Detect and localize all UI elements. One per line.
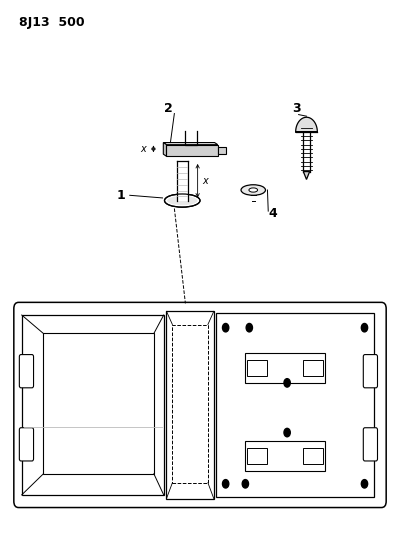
FancyBboxPatch shape [19, 354, 34, 388]
Circle shape [246, 324, 252, 332]
FancyBboxPatch shape [363, 428, 378, 461]
Bar [177, 161, 188, 200]
Polygon shape [163, 142, 218, 144]
Ellipse shape [249, 188, 258, 192]
Circle shape [222, 324, 229, 332]
Bar [245, 353, 325, 383]
Circle shape [284, 378, 290, 387]
Ellipse shape [241, 185, 266, 195]
Bar [245, 441, 325, 471]
Bar [247, 360, 267, 376]
FancyBboxPatch shape [19, 428, 34, 461]
Circle shape [242, 480, 248, 488]
Bar [44, 334, 154, 474]
Text: x: x [202, 176, 208, 186]
Circle shape [222, 480, 229, 488]
Polygon shape [296, 117, 317, 132]
Text: 2: 2 [164, 102, 173, 115]
Bar [172, 325, 208, 483]
FancyBboxPatch shape [14, 302, 386, 507]
Bar [303, 448, 323, 464]
Circle shape [284, 429, 290, 437]
Ellipse shape [167, 196, 197, 205]
Polygon shape [303, 172, 310, 180]
FancyBboxPatch shape [363, 354, 378, 388]
Ellipse shape [164, 194, 200, 207]
Bar [303, 360, 323, 376]
Polygon shape [163, 142, 166, 156]
Bar [216, 313, 374, 497]
Bar [218, 147, 226, 154]
Bar [247, 448, 267, 464]
Polygon shape [166, 144, 218, 156]
Text: 1: 1 [117, 189, 126, 202]
Text: x: x [141, 144, 146, 154]
Text: 3: 3 [292, 102, 301, 115]
Circle shape [361, 324, 368, 332]
Bar [166, 311, 214, 498]
Text: 8J13  500: 8J13 500 [18, 16, 84, 29]
Circle shape [361, 480, 368, 488]
Text: 4: 4 [268, 207, 277, 220]
Bar [22, 315, 164, 495]
